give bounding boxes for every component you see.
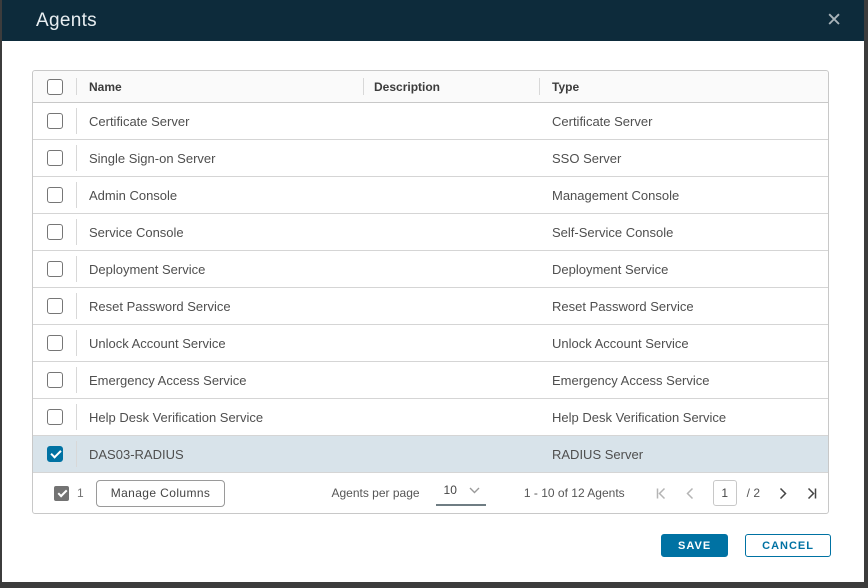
table-row[interactable]: Admin Console Management Console <box>33 177 828 214</box>
row-checkbox[interactable] <box>46 298 63 314</box>
table-row[interactable]: Deployment Service Deployment Service <box>33 251 828 288</box>
table-row[interactable]: Certificate Server Certificate Server <box>33 103 828 140</box>
page-title: Agents <box>36 9 97 31</box>
row-checkbox[interactable] <box>46 150 63 166</box>
cell-type: Emergency Access Service <box>552 372 710 388</box>
save-button[interactable]: SAVE <box>661 534 729 557</box>
cell-type: Management Console <box>552 187 680 203</box>
last-page-icon[interactable] <box>805 487 818 500</box>
row-checkbox[interactable] <box>46 446 63 462</box>
modal-header: Agents ✕ <box>2 0 864 41</box>
pagination-controls: 1 / 2 <box>655 480 818 506</box>
cell-description <box>363 325 539 361</box>
cell-name: Help Desk Verification Service <box>76 399 363 435</box>
table-row[interactable]: Reset Password Service Reset Password Se… <box>33 288 828 325</box>
cell-description <box>363 362 539 398</box>
row-checkbox-cell <box>33 446 76 462</box>
cell-name: Certificate Server <box>76 103 363 139</box>
agents-table: Name Description Type Certificate Server… <box>32 70 829 514</box>
modal-body: Name Description Type Certificate Server… <box>2 41 864 557</box>
cell-type: Help Desk Verification Service <box>552 409 727 425</box>
cell-description <box>363 436 539 472</box>
column-header-name-label: Name <box>89 79 122 94</box>
cell-name: Deployment Service <box>76 251 363 287</box>
row-checkbox[interactable] <box>46 187 63 203</box>
row-checkbox[interactable] <box>46 261 63 277</box>
selected-indicator-checkbox[interactable] <box>54 485 69 501</box>
cell-description <box>363 399 539 435</box>
column-header-name[interactable]: Name <box>76 71 363 102</box>
row-checkbox-cell <box>33 113 76 129</box>
row-checkbox-cell <box>33 150 76 166</box>
column-header-type-label: Type <box>552 79 580 94</box>
column-header-type[interactable]: Type <box>539 71 828 102</box>
table-row[interactable]: Service Console Self-Service Console <box>33 214 828 251</box>
cell-type: Self-Service Console <box>552 224 674 240</box>
row-checkbox[interactable] <box>46 224 63 240</box>
cell-type: Unlock Account Service <box>552 335 689 351</box>
table-row[interactable]: Emergency Access Service Emergency Acces… <box>33 362 828 399</box>
cell-name: Single Sign-on Server <box>76 140 363 176</box>
per-page-label: Agents per page <box>331 486 420 500</box>
cell-type: Reset Password Service <box>552 298 694 314</box>
per-page-select[interactable]: 10 <box>435 481 486 506</box>
row-checkbox-cell <box>33 187 76 203</box>
row-checkbox[interactable] <box>46 335 63 351</box>
row-checkbox-cell <box>33 335 76 351</box>
cell-description <box>363 140 539 176</box>
cell-type: SSO Server <box>552 150 622 166</box>
close-icon[interactable]: ✕ <box>826 10 842 31</box>
cancel-button[interactable]: CANCEL <box>745 534 831 557</box>
row-checkbox-cell <box>33 224 76 240</box>
row-checkbox-cell <box>33 372 76 388</box>
table-footer: 1 Manage Columns Agents per page 10 1 - … <box>33 473 828 513</box>
cell-type: Deployment Service <box>552 261 669 277</box>
column-header-description-label: Description <box>374 79 441 94</box>
cell-description <box>363 251 539 287</box>
select-all-cell <box>33 78 76 95</box>
row-checkbox-cell <box>33 261 76 277</box>
chevron-down-icon <box>469 483 480 497</box>
dialog-actions: SAVE CANCEL <box>32 534 864 557</box>
row-checkbox-cell <box>33 298 76 314</box>
table-row[interactable]: Help Desk Verification Service Help Desk… <box>33 399 828 436</box>
table-header-row: Name Description Type <box>33 71 828 103</box>
cell-name: Unlock Account Service <box>76 325 363 361</box>
cell-name: Service Console <box>76 214 363 250</box>
cell-name: Reset Password Service <box>76 288 363 324</box>
cell-description <box>363 177 539 213</box>
row-checkbox-cell <box>33 409 76 425</box>
table-row[interactable]: DAS03-RADIUS RADIUS Server <box>33 436 828 473</box>
pagination-area: Agents per page 10 1 - 10 of 12 Agents <box>331 480 818 506</box>
cell-name: Admin Console <box>76 177 363 213</box>
prev-page-icon[interactable] <box>684 487 697 500</box>
manage-columns-button[interactable]: Manage Columns <box>95 479 226 507</box>
cell-description <box>363 288 539 324</box>
range-text: 1 - 10 of 12 Agents <box>523 486 625 500</box>
next-page-icon[interactable] <box>776 487 789 500</box>
cell-name: Emergency Access Service <box>76 362 363 398</box>
select-all-checkbox[interactable] <box>46 78 63 95</box>
cell-description <box>363 214 539 250</box>
column-header-description[interactable]: Description <box>363 71 539 102</box>
row-checkbox[interactable] <box>46 113 63 129</box>
table-row[interactable]: Unlock Account Service Unlock Account Se… <box>33 325 828 362</box>
total-pages: / 2 <box>746 486 760 500</box>
table-row[interactable]: Single Sign-on Server SSO Server <box>33 140 828 177</box>
cell-name: DAS03-RADIUS <box>76 436 363 472</box>
selected-count: 1 <box>77 486 84 500</box>
table-body: Certificate Server Certificate Server Si… <box>33 103 828 473</box>
cell-type: Certificate Server <box>552 113 653 129</box>
cell-type: RADIUS Server <box>552 446 644 462</box>
per-page-value: 10 <box>443 482 457 497</box>
first-page-icon[interactable] <box>655 487 668 500</box>
row-checkbox[interactable] <box>46 372 63 388</box>
row-checkbox[interactable] <box>46 409 63 425</box>
cell-description <box>363 103 539 139</box>
page-number-input[interactable]: 1 <box>712 480 737 506</box>
